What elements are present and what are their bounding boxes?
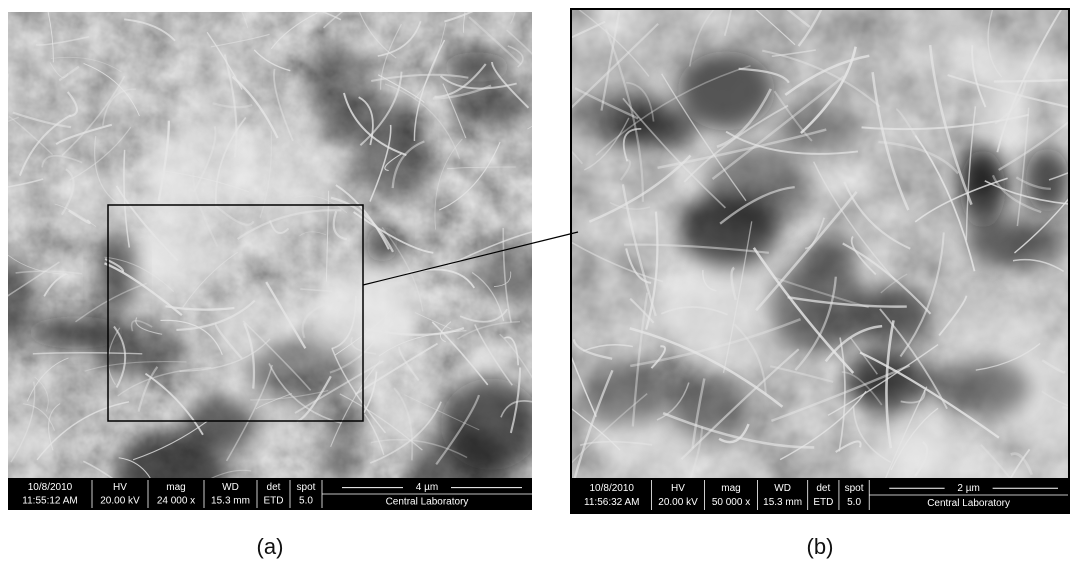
caption: (a) — [257, 534, 284, 559]
info-value: 20.00 kV — [100, 496, 140, 507]
info-header: 10/8/2010 — [28, 482, 73, 493]
info-value: 50 000 x — [712, 497, 750, 508]
lab-label: Central Laboratory — [386, 497, 469, 508]
dark-void — [247, 340, 353, 404]
scale-label: 4 µm — [416, 482, 438, 493]
info-header: WD — [222, 482, 239, 493]
info-header: HV — [671, 483, 685, 494]
dark-void — [681, 194, 778, 267]
caption: (b) — [807, 534, 834, 559]
info-bar: 10/8/2010 11:56:32 AM HV 20.00 kV mag 50 000 … — [572, 478, 1068, 512]
info-value: ETD — [813, 497, 833, 508]
info-header: mag — [721, 483, 740, 494]
info-value: 24 000 x — [157, 496, 195, 507]
info-value: 5.0 — [299, 496, 313, 507]
info-bar: 10/8/2010 11:55:12 AM HV 20.00 kV mag 24 000 … — [8, 478, 532, 510]
info-value: 15.3 mm — [763, 497, 802, 508]
info-value: 20.00 kV — [658, 497, 698, 508]
info-header: HV — [113, 482, 127, 493]
dark-void — [473, 251, 557, 300]
panels: 10/8/2010 11:55:12 AM HV 20.00 kV mag 24 000 … — [0, 0, 1070, 552]
info-header: det — [816, 483, 830, 494]
info-value: 15.3 mm — [211, 496, 250, 507]
info-header: det — [267, 482, 281, 493]
dark-void — [88, 322, 189, 380]
dark-void — [448, 85, 530, 124]
dark-void — [677, 51, 775, 131]
info-header: spot — [845, 483, 864, 494]
scale-label: 2 µm — [957, 483, 979, 494]
dark-void — [349, 138, 437, 198]
fiber — [0, 73, 9, 89]
figure: 10/8/2010 11:55:12 AM HV 20.00 kV mag 24 000 … — [0, 0, 1070, 565]
info-value: 11:55:12 AM — [22, 496, 77, 507]
lab-label: Central Laboratory — [927, 498, 1010, 509]
info-value: 5.0 — [847, 497, 861, 508]
dark-void — [584, 363, 668, 424]
info-value: 11:56:32 AM — [584, 497, 639, 508]
info-header: spot — [297, 482, 316, 493]
info-header: WD — [774, 483, 791, 494]
bright-cluster — [245, 147, 304, 269]
sem-image — [0, 0, 572, 516]
info-header: 10/8/2010 — [590, 483, 635, 494]
dark-void — [326, 395, 358, 488]
sem-image — [451, 0, 1070, 552]
info-header: mag — [166, 482, 185, 493]
info-value: ETD — [264, 496, 284, 507]
